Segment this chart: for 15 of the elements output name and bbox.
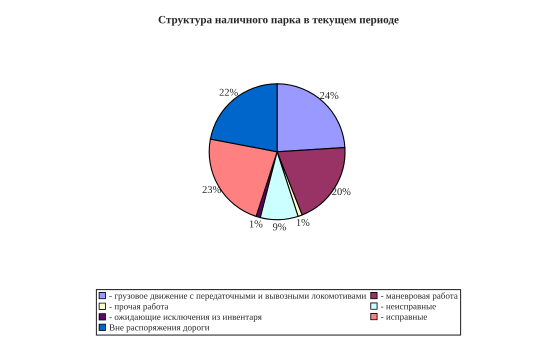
data-label: 20% [332, 188, 351, 196]
data-label: 1% [296, 218, 310, 226]
legend-label: - прочая работа [109, 302, 168, 312]
legend-label: Вне распоряжения дороги [109, 324, 210, 332]
legend-label: - неисправные [381, 305, 436, 312]
legend-label: - маневровая работа [381, 292, 458, 301]
chart-title: Структура наличного парка в текущем периоде [158, 16, 399, 26]
data-label: 24% [320, 92, 338, 99]
legend-label: - грузовое движение с передаточными и вывозными локомотивами [109, 294, 366, 301]
legend-label: - ожидающие исключения из инвентаря [109, 316, 262, 322]
data-label: 23% [202, 186, 221, 194]
data-label: 1% [250, 220, 262, 228]
data-label: 22% [220, 88, 238, 96]
legend-label: - исправные [381, 316, 427, 322]
data-label: 9% [272, 223, 286, 230]
